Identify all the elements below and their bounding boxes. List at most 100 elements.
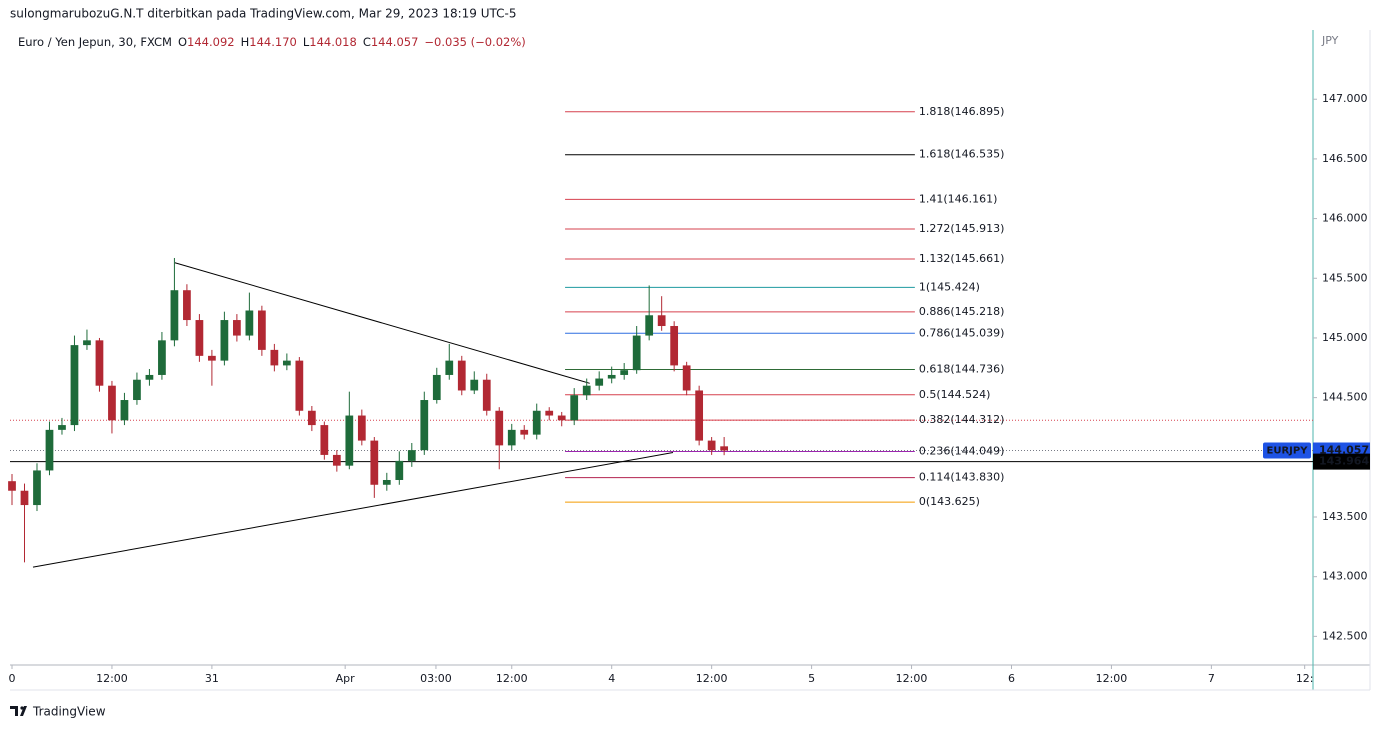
x-tick-label: 12:00 [1096, 672, 1128, 685]
candle-body [357, 415, 366, 441]
candle-body [645, 315, 654, 336]
x-tick-label: 6 [1008, 672, 1015, 685]
candle-body [632, 335, 641, 371]
candle-body [457, 360, 466, 391]
candle-body [8, 481, 16, 491]
fib-label: 0.786(145.039) [919, 326, 1005, 339]
x-tick-label: 12:00 [496, 672, 528, 685]
candle-body [183, 290, 191, 321]
candle-body [532, 410, 541, 435]
fib-label: 1.132(145.661) [919, 252, 1005, 265]
candle-body [670, 326, 679, 366]
candle-body [257, 310, 266, 350]
tradingview-logo [10, 706, 27, 716]
candle-body [382, 479, 391, 485]
x-tick-label: 12:00 [896, 672, 928, 685]
candle-body [133, 379, 141, 401]
ohlc-value: 144.170 [249, 35, 297, 49]
candle-body [582, 385, 591, 396]
fib-label: 0.886(145.218) [919, 305, 1005, 318]
candle-body [120, 400, 129, 421]
fib-label: 0.618(144.736) [919, 362, 1005, 375]
y-tick-label: 142.500 [1322, 629, 1368, 642]
candle-body [95, 340, 104, 386]
candle-body [45, 429, 54, 471]
fib-label: 1.618(146.535) [919, 148, 1005, 161]
x-tick-label: 7 [1208, 672, 1215, 685]
fib-label: 1(145.424) [919, 280, 980, 293]
candle-body [420, 400, 429, 451]
candle-body [432, 374, 441, 401]
x-tick-label: 03:00 [420, 672, 452, 685]
candle-body [395, 460, 404, 480]
fib-label: 0(143.625) [919, 495, 980, 508]
fib-label: 0.382(144.312) [919, 413, 1005, 426]
candle-body [707, 440, 716, 451]
y-tick-label: 145.000 [1322, 331, 1368, 344]
candle-body [83, 340, 91, 346]
candle-body [545, 410, 554, 416]
x-tick-label: 0 [8, 672, 15, 685]
candle-body [145, 374, 154, 380]
ohlc-key: H [241, 35, 250, 49]
candle-body [33, 470, 41, 506]
y-tick-label: 146.500 [1322, 152, 1368, 165]
candle-body [407, 450, 416, 461]
change: −0.035 (−0.02%) [424, 35, 525, 49]
x-tick-label: Apr [336, 672, 356, 685]
ohlc-value: 144.092 [187, 35, 235, 49]
trendline [32, 452, 674, 568]
fib-label: 0.5(144.524) [919, 388, 991, 401]
candle-body [233, 320, 241, 336]
symbol: Euro / Yen Jepun, 30, FXCM [18, 35, 172, 49]
ohlc-key: O [178, 35, 187, 49]
candle-body [20, 490, 29, 506]
candle-body [482, 379, 491, 411]
x-tick-label: 4 [608, 672, 615, 685]
candle-body [320, 425, 329, 455]
x-tick-label: 12:00 [696, 672, 728, 685]
fib-label: 1.272(145.913) [919, 222, 1005, 235]
candle-body [282, 360, 291, 366]
trendline [174, 262, 590, 384]
candle-body [108, 385, 116, 421]
price-badge-label: 144.057 [1319, 444, 1369, 457]
candle-body [507, 429, 516, 446]
candle-body [445, 360, 454, 375]
candle-body [307, 410, 316, 426]
candle-body [245, 310, 254, 336]
fib-label: 0.114(143.830) [919, 471, 1005, 484]
candle-body [270, 349, 279, 366]
candle-body [682, 365, 691, 391]
x-tick-label: 12: [1296, 672, 1314, 685]
y-tick-label: 144.500 [1322, 391, 1368, 404]
price-badge-label: 143.964 [1319, 455, 1369, 468]
candle-body [620, 370, 629, 375]
ohlc-value: 144.018 [309, 35, 357, 49]
candle-body [220, 320, 229, 361]
candle-body [158, 340, 166, 375]
y-tick-label: 145.500 [1322, 271, 1368, 284]
ohlc-key: L [303, 35, 310, 49]
candle-body [570, 395, 579, 421]
candle-body [495, 410, 504, 446]
price-badge [1313, 453, 1370, 470]
y-tick-label: 147.000 [1322, 92, 1368, 105]
candle-body [470, 379, 479, 391]
x-tick-label: 12:00 [96, 672, 128, 685]
candle-body [170, 290, 179, 341]
currency: JPY [1321, 34, 1339, 47]
candle-body [520, 429, 529, 435]
y-tick-label: 143.000 [1322, 570, 1368, 583]
brand: TradingView [32, 705, 106, 719]
y-tick-label: 143.500 [1322, 510, 1368, 523]
candle-body [295, 360, 304, 411]
candle-body [557, 415, 566, 421]
candle-body [332, 454, 341, 466]
ohlc-value: 144.057 [371, 35, 419, 49]
y-tick-label: 146.000 [1322, 212, 1368, 225]
x-tick-label: 31 [205, 672, 219, 685]
symbol-badge-label: EURJPY [1267, 446, 1309, 457]
candle-body [195, 320, 204, 356]
